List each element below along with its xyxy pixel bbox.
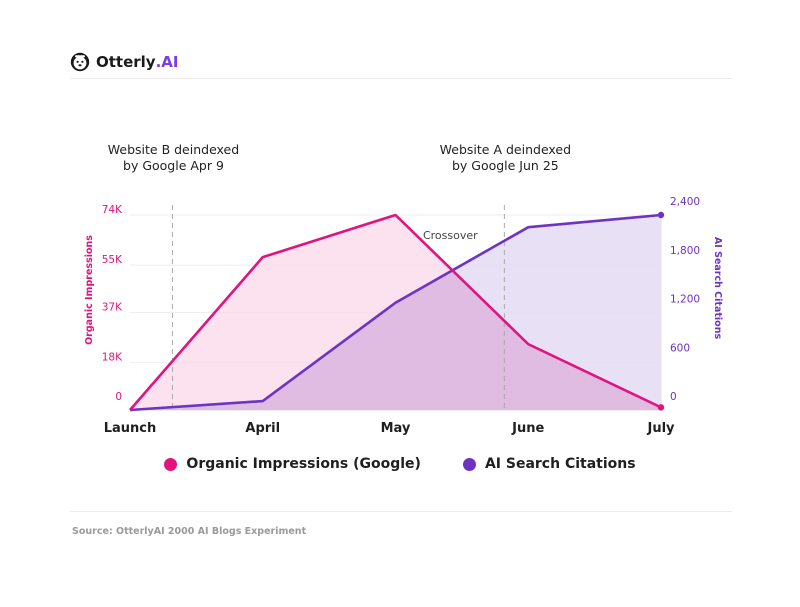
x-tick-label: Launch (104, 421, 157, 436)
footer-divider (70, 511, 732, 512)
brand-logo[interactable]: Otterly. AI (70, 52, 179, 72)
line-impressions (129, 213, 662, 411)
y-axis-title-right: AI Search Citations (712, 237, 723, 340)
brand-name: Otterly (96, 53, 156, 71)
y-tick-left: 55K (102, 254, 123, 266)
point-impressions-end (657, 404, 665, 411)
annotation-crossover: Crossover (423, 229, 478, 242)
y-tick-right: 1,200 (670, 294, 700, 306)
y-tick-left: 37K (102, 302, 123, 314)
line-citations (129, 213, 662, 412)
legend-item-impressions[interactable]: Organic Impressions (Google) (164, 456, 421, 472)
otter-icon (70, 52, 90, 72)
brand-dot: . (155, 53, 162, 71)
header: Otterly. AI (70, 50, 732, 79)
x-tick-label: June (511, 421, 544, 436)
event-label-line2: by Google Jun 25 (452, 158, 559, 173)
point-citations-end (657, 211, 665, 219)
brand-suffix: AI (161, 53, 179, 71)
y-tick-right: 2,400 (670, 196, 700, 208)
legend-swatch-impressions (164, 457, 178, 471)
event-label-line1: Website B deindexed (108, 142, 239, 157)
y-tick-left: 18K (102, 352, 123, 364)
x-tick-label: May (381, 421, 411, 436)
x-tick-label: July (646, 421, 675, 436)
y-tick-left: 0 (115, 391, 122, 403)
legend-swatch-citations (462, 457, 476, 471)
legend: Organic Impressions (Google) AI Search C… (0, 456, 800, 472)
y-tick-right: 1,800 (670, 245, 700, 257)
y-axis-title-left: Organic Impressions (84, 235, 95, 345)
event-label-line2: by Google Apr 9 (123, 158, 224, 173)
y-tick-left: 74K (102, 204, 123, 216)
area-impressions (130, 215, 661, 410)
source-note: Source: OtterlyAI 2000 AI Blogs Experime… (72, 526, 307, 537)
legend-item-citations[interactable]: AI Search Citations (462, 456, 636, 472)
y-tick-right: 600 (670, 342, 690, 354)
x-tick-label: April (245, 421, 280, 436)
event-label-line1: Website A deindexed (440, 142, 571, 157)
legend-label-citations: AI Search Citations (484, 456, 636, 472)
y-tick-right: 0 (670, 391, 677, 403)
legend-label-impressions: Organic Impressions (Google) (186, 456, 421, 472)
